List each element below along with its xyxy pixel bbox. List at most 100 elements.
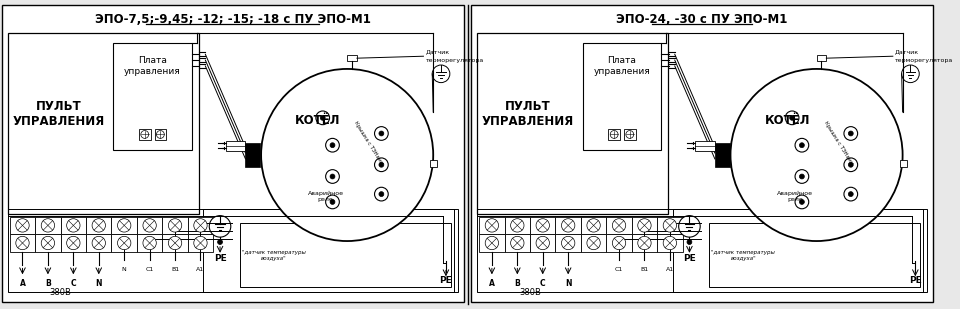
Circle shape (209, 216, 230, 237)
Text: C: C (70, 279, 76, 288)
Bar (188, 234, 213, 252)
Bar (817, 55, 827, 61)
Bar (607, 217, 632, 234)
Bar (430, 160, 437, 167)
Circle shape (168, 236, 181, 250)
Circle shape (15, 219, 29, 232)
Text: ПУЛЬТ: ПУЛЬТ (36, 99, 82, 112)
Bar (632, 234, 658, 252)
Circle shape (325, 195, 339, 209)
Circle shape (92, 236, 106, 250)
Text: Датчик: Датчик (895, 49, 919, 54)
Circle shape (790, 115, 795, 120)
Text: РЕ: РЕ (440, 276, 452, 285)
Text: управления: управления (593, 67, 650, 76)
Bar (139, 129, 151, 140)
Circle shape (330, 174, 335, 179)
Circle shape (66, 219, 80, 232)
Circle shape (849, 162, 853, 167)
Circle shape (795, 170, 808, 183)
Bar (162, 234, 188, 252)
Circle shape (141, 130, 149, 138)
Circle shape (562, 219, 575, 232)
Circle shape (612, 236, 626, 250)
Circle shape (374, 158, 388, 171)
Bar (8, 33, 199, 214)
Bar (137, 234, 162, 252)
Text: РЕ: РЕ (909, 276, 922, 285)
Text: B1: B1 (640, 267, 649, 272)
Text: Плата: Плата (608, 56, 636, 65)
Circle shape (92, 219, 106, 232)
Circle shape (687, 239, 692, 244)
Bar (609, 129, 620, 140)
Text: 380В: 380В (50, 288, 72, 297)
Text: УПРАВЛЕНИЯ: УПРАВЛЕНИЯ (482, 115, 574, 128)
Bar (695, 141, 715, 151)
Circle shape (785, 111, 799, 125)
Text: B: B (45, 279, 51, 288)
Bar (204, 209, 454, 292)
Circle shape (800, 200, 804, 204)
Circle shape (143, 236, 156, 250)
Bar (60, 234, 86, 252)
Circle shape (637, 219, 651, 232)
Text: управления: управления (124, 67, 180, 76)
Text: A1: A1 (666, 267, 674, 272)
Bar (226, 141, 246, 151)
Circle shape (432, 65, 450, 83)
Text: терморегулятора: терморегулятора (895, 58, 953, 63)
Circle shape (321, 115, 325, 120)
Circle shape (379, 162, 384, 167)
Bar (348, 55, 357, 61)
Bar (155, 129, 166, 140)
Circle shape (637, 236, 651, 250)
Circle shape (374, 187, 388, 201)
Circle shape (844, 127, 857, 140)
Text: УПРАВЛЕНИЯ: УПРАВЛЕНИЯ (12, 115, 105, 128)
Bar (673, 209, 924, 292)
Bar (900, 160, 906, 167)
Circle shape (325, 138, 339, 152)
Text: N: N (564, 279, 571, 288)
Bar (36, 217, 60, 234)
Circle shape (374, 127, 388, 140)
Bar (583, 43, 661, 150)
Circle shape (536, 219, 549, 232)
Circle shape (261, 69, 433, 241)
Circle shape (143, 219, 156, 232)
Text: Аварийное
реле: Аварийное реле (307, 190, 344, 202)
Text: Крышка с ТЭНами: Крышка с ТЭНами (823, 121, 853, 166)
Text: РЕ: РЕ (684, 254, 696, 263)
Text: Плата: Плата (138, 56, 167, 65)
Circle shape (156, 130, 164, 138)
Text: ЭПО-7,5;-9,45; -12; -15; -18 с ПУ ЭПО-М1: ЭПО-7,5;-9,45; -12; -15; -18 с ПУ ЭПО-М1 (95, 13, 371, 26)
Text: КОТЁЛ: КОТЁЛ (764, 114, 810, 127)
Bar (479, 234, 505, 252)
Text: A: A (19, 279, 25, 288)
Bar (556, 234, 581, 252)
Bar (162, 217, 188, 234)
Bar (60, 217, 86, 234)
Text: C1: C1 (615, 267, 623, 272)
Bar (240, 223, 451, 287)
Circle shape (663, 219, 677, 232)
Bar (10, 234, 36, 252)
Circle shape (562, 236, 575, 250)
Circle shape (612, 219, 626, 232)
Circle shape (316, 111, 329, 125)
Bar (471, 5, 933, 302)
Bar (658, 234, 683, 252)
Bar (36, 234, 60, 252)
Circle shape (218, 239, 223, 244)
Bar (477, 209, 927, 292)
Text: КОТЁЛ: КОТЁЛ (295, 114, 341, 127)
Bar (8, 209, 458, 292)
Bar (113, 43, 192, 150)
Bar (581, 217, 607, 234)
Bar (10, 217, 36, 234)
Circle shape (485, 219, 498, 232)
Circle shape (41, 219, 55, 232)
Bar (632, 217, 658, 234)
Circle shape (795, 138, 808, 152)
